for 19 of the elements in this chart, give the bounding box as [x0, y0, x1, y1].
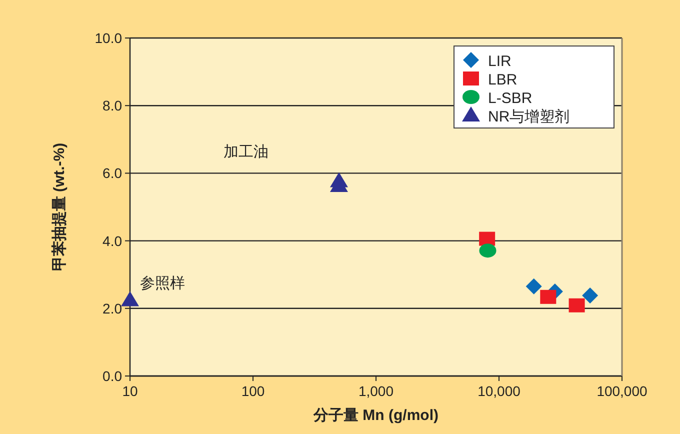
y-tick-label: 10.0 [94, 30, 122, 46]
y-tick-label: 0.0 [102, 368, 122, 384]
y-tick-label: 6.0 [102, 165, 122, 182]
x-tick-label: 100,000 [596, 383, 648, 399]
y-axis-title: 甲苯抽提量 (wt.-%) [51, 142, 68, 272]
x-tick-label: 100 [241, 383, 265, 399]
y-tick-label: 4.0 [102, 232, 122, 249]
y-tick-label: 8.0 [102, 98, 122, 114]
legend-label: L-SBR [488, 90, 532, 107]
annotation: 参照样 [140, 275, 185, 292]
legend-label: LBR [488, 72, 518, 88]
legend-label: NR与增塑剂 [488, 108, 570, 126]
x-tick-label: 10 [122, 383, 138, 399]
y-tick-label: 2.0 [102, 300, 122, 316]
legend-label: LIR [488, 53, 512, 70]
x-axis-title: 分子量 Mn (g/mol) [312, 407, 438, 424]
annotation: 加工油 [223, 143, 268, 160]
x-tick-label: 1,000 [358, 383, 394, 399]
x-tick-label: 10,000 [478, 383, 521, 399]
